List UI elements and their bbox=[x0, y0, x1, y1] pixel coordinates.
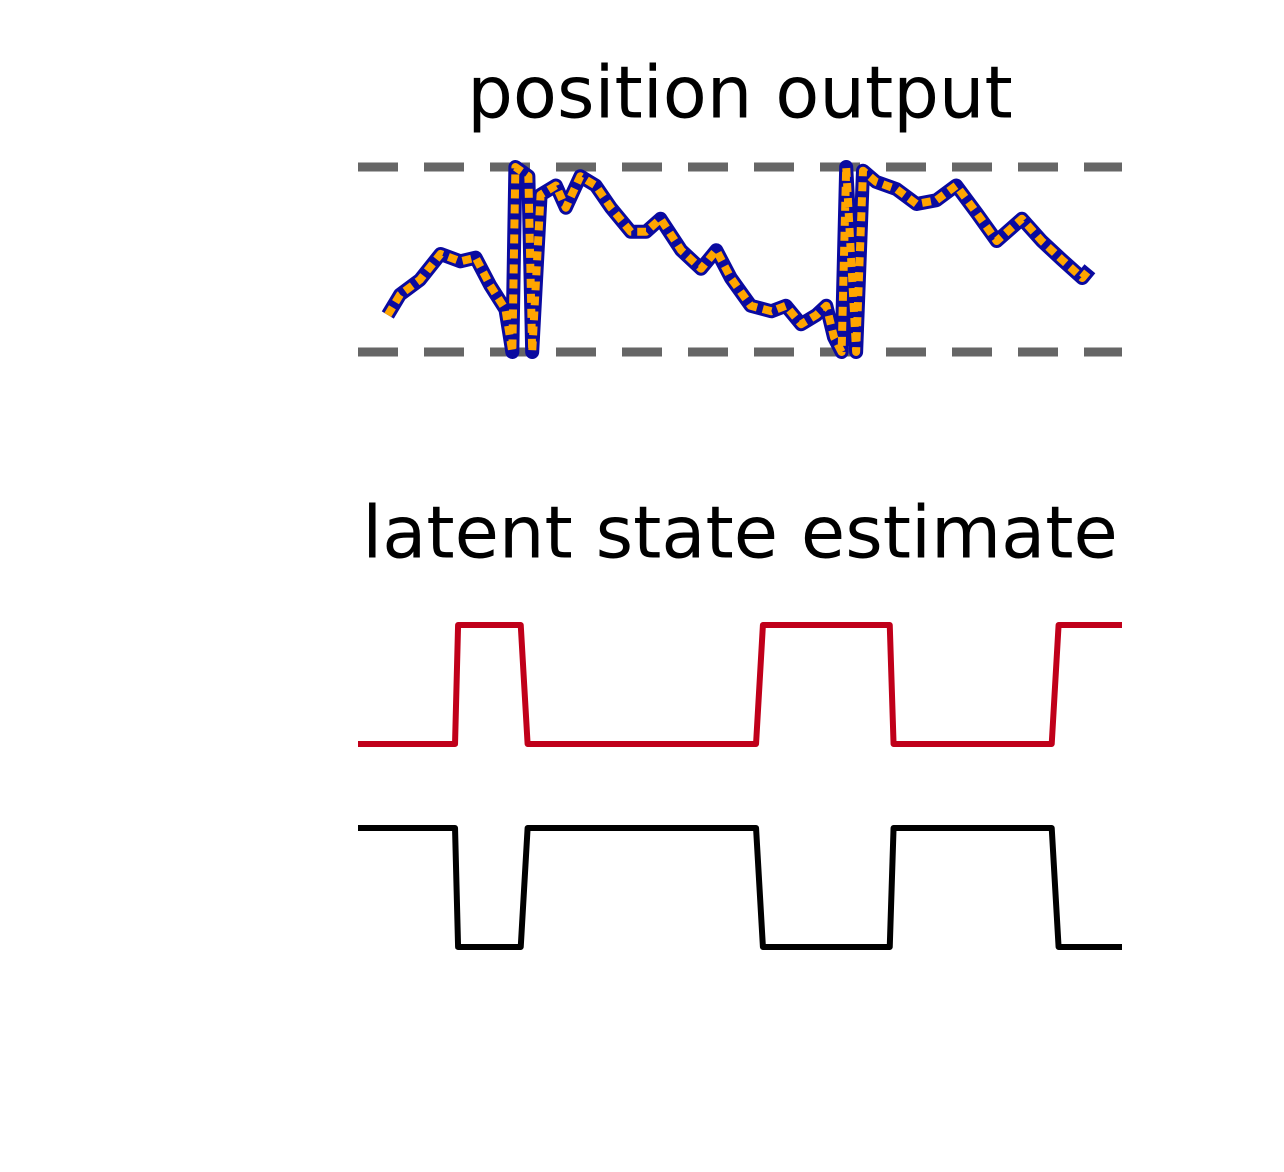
position-line bbox=[381, 160, 1096, 359]
position-line bbox=[384, 163, 1093, 356]
state-line bbox=[358, 622, 1122, 747]
chart-title: position output bbox=[467, 51, 1013, 135]
chart-title: latent state estimate bbox=[362, 491, 1118, 575]
state-line bbox=[358, 825, 1122, 950]
